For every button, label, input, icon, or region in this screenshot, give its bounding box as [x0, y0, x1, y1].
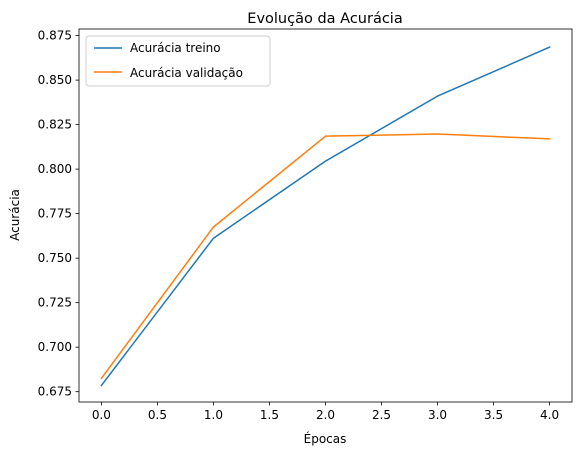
series-line-treino	[100, 46, 551, 387]
y-tick-label: 0.800	[38, 162, 72, 176]
series-lines	[100, 46, 551, 387]
series-line-validacao	[100, 133, 551, 380]
x-axis-ticks: 0.0 0.5 1.0 1.5 2.0 2.5 3.0 3.5 4.0	[92, 402, 559, 422]
y-tick-label: 0.775	[38, 207, 72, 221]
x-tick-label: 2.0	[316, 408, 335, 422]
y-axis-label: Acurácia	[8, 189, 22, 241]
x-tick-label: 3.5	[484, 408, 503, 422]
x-tick-label: 3.0	[428, 408, 447, 422]
legend-frame	[85, 35, 271, 87]
chart-title: Evolução da Acurácia	[247, 11, 402, 27]
y-tick-label: 0.750	[38, 251, 72, 265]
y-tick-label: 0.825	[38, 118, 72, 132]
y-axis-ticks: 0.675 0.700 0.725 0.750 0.775 0.800 0.825 0.850…	[38, 29, 79, 399]
x-axis-label: Épocas	[304, 431, 347, 446]
y-tick-label: 0.700	[38, 340, 72, 354]
y-tick-label: 0.725	[38, 296, 72, 310]
x-tick-label: 0.0	[92, 408, 111, 422]
plot-frame	[78, 28, 573, 403]
y-tick-label: 0.875	[38, 29, 72, 43]
x-tick-label: 2.5	[372, 408, 391, 422]
y-tick-label: 0.850	[38, 73, 72, 87]
plot-area	[79, 29, 572, 402]
legend-label-treino: Acurácia treino	[130, 41, 221, 55]
x-tick-label: 1.0	[204, 408, 223, 422]
x-tick-label: 1.5	[260, 408, 279, 422]
legend: Acurácia treino Acurácia validação	[85, 35, 271, 87]
legend-label-validacao: Acurácia validação	[130, 66, 243, 80]
x-tick-label: 4.0	[540, 408, 559, 422]
y-tick-label: 0.675	[38, 385, 72, 399]
x-tick-label: 0.5	[148, 408, 167, 422]
